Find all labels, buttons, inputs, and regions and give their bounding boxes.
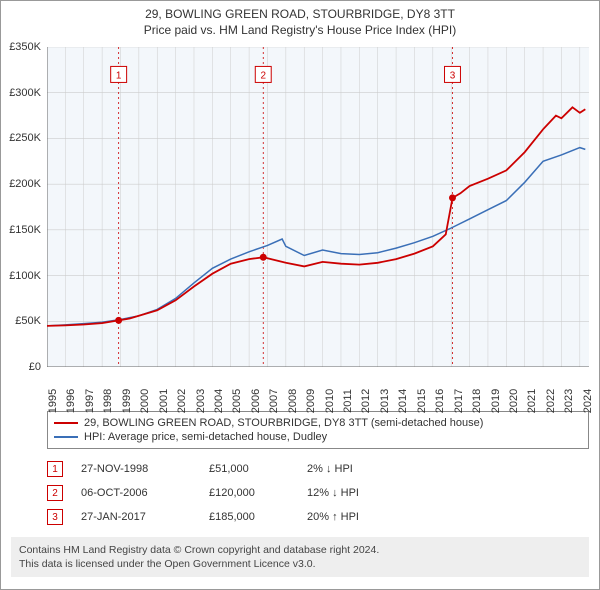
chart-subtitle: Price paid vs. HM Land Registry's House … xyxy=(1,23,599,37)
title-block: 29, BOWLING GREEN ROAD, STOURBRIDGE, DY8… xyxy=(1,1,599,39)
sale-marker-box: 2 xyxy=(47,485,63,501)
svg-text:3: 3 xyxy=(450,70,456,81)
y-tick-label: £150K xyxy=(9,224,41,236)
sales-table: 1 27-NOV-1998 £51,000 2% ↓ HPI 2 06-OCT-2006 £… xyxy=(47,457,589,529)
x-tick-label: 2023 xyxy=(563,389,575,413)
x-tick-label: 2009 xyxy=(305,389,317,413)
sale-date: 06-OCT-2006 xyxy=(81,487,191,499)
y-tick-label: £250K xyxy=(9,132,41,144)
legend-item: HPI: Average price, semi-detached house,… xyxy=(54,430,582,444)
y-tick-label: £300K xyxy=(9,87,41,99)
x-tick-label: 2002 xyxy=(176,389,188,413)
attribution-footer: Contains HM Land Registry data © Crown c… xyxy=(11,537,589,577)
x-tick-label: 2021 xyxy=(526,389,538,413)
line-chart-svg: 1 2 3 xyxy=(47,47,589,367)
y-tick-label: £0 xyxy=(29,361,41,373)
y-tick-label: £200K xyxy=(9,178,41,190)
sale-delta: 2% ↓ HPI xyxy=(307,463,387,475)
x-tick-label: 2007 xyxy=(268,389,280,413)
x-tick-label: 2001 xyxy=(158,389,170,413)
y-axis: £0£50K£100K£150K£200K£250K£300K£350K xyxy=(3,47,43,367)
x-tick-label: 1998 xyxy=(102,389,114,413)
x-tick-label: 2019 xyxy=(490,389,502,413)
x-tick-label: 2011 xyxy=(342,389,354,413)
x-tick-label: 2012 xyxy=(360,389,372,413)
x-axis: 1995199619971998199920002001200220032004… xyxy=(47,371,589,405)
svg-text:2: 2 xyxy=(260,70,266,81)
sale-marker-box: 3 xyxy=(47,509,63,525)
x-tick-label: 1995 xyxy=(47,389,59,413)
y-tick-label: £50K xyxy=(15,315,41,327)
x-tick-label: 2018 xyxy=(471,389,483,413)
x-tick-label: 2020 xyxy=(508,389,520,413)
x-tick-label: 2010 xyxy=(324,389,336,413)
legend-item: 29, BOWLING GREEN ROAD, STOURBRIDGE, DY8… xyxy=(54,416,582,430)
sale-price: £51,000 xyxy=(209,463,289,475)
legend-swatch xyxy=(54,422,78,424)
x-tick-label: 2016 xyxy=(434,389,446,413)
sale-price: £120,000 xyxy=(209,487,289,499)
sale-date: 27-JAN-2017 xyxy=(81,511,191,523)
sale-date: 27-NOV-1998 xyxy=(81,463,191,475)
svg-text:1: 1 xyxy=(116,70,122,81)
sale-row: 3 27-JAN-2017 £185,000 20% ↑ HPI xyxy=(47,505,589,529)
x-tick-label: 2024 xyxy=(582,389,594,413)
y-tick-label: £100K xyxy=(9,270,41,282)
x-tick-label: 2006 xyxy=(250,389,262,413)
sale-delta: 12% ↓ HPI xyxy=(307,487,387,499)
sale-marker-box: 1 xyxy=(47,461,63,477)
x-tick-label: 2014 xyxy=(397,389,409,413)
sale-row: 2 06-OCT-2006 £120,000 12% ↓ HPI xyxy=(47,481,589,505)
legend-swatch xyxy=(54,436,78,438)
x-tick-label: 2005 xyxy=(231,389,243,413)
x-tick-label: 2008 xyxy=(287,389,299,413)
x-tick-label: 2017 xyxy=(453,389,465,413)
x-tick-label: 2015 xyxy=(416,389,428,413)
y-tick-label: £350K xyxy=(9,41,41,53)
x-tick-label: 2003 xyxy=(195,389,207,413)
chart-container: 29, BOWLING GREEN ROAD, STOURBRIDGE, DY8… xyxy=(0,0,600,590)
sale-delta: 20% ↑ HPI xyxy=(307,511,387,523)
chart-title: 29, BOWLING GREEN ROAD, STOURBRIDGE, DY8… xyxy=(1,7,599,21)
x-tick-label: 2004 xyxy=(213,389,225,413)
legend: 29, BOWLING GREEN ROAD, STOURBRIDGE, DY8… xyxy=(47,411,589,449)
x-tick-label: 2022 xyxy=(545,389,557,413)
footer-line-1: Contains HM Land Registry data © Crown c… xyxy=(19,543,581,557)
sale-row: 1 27-NOV-1998 £51,000 2% ↓ HPI xyxy=(47,457,589,481)
chart-plot-area: £0£50K£100K£150K£200K£250K£300K£350K 123 xyxy=(47,47,589,367)
x-tick-label: 2000 xyxy=(139,389,151,413)
footer-line-2: This data is licensed under the Open Gov… xyxy=(19,557,581,571)
x-tick-label: 1996 xyxy=(65,389,77,413)
x-tick-label: 1997 xyxy=(84,389,96,413)
x-tick-label: 2013 xyxy=(379,389,391,413)
sale-price: £185,000 xyxy=(209,511,289,523)
legend-label: HPI: Average price, semi-detached house,… xyxy=(84,431,327,443)
x-tick-label: 1999 xyxy=(121,389,133,413)
legend-label: 29, BOWLING GREEN ROAD, STOURBRIDGE, DY8… xyxy=(84,417,483,429)
